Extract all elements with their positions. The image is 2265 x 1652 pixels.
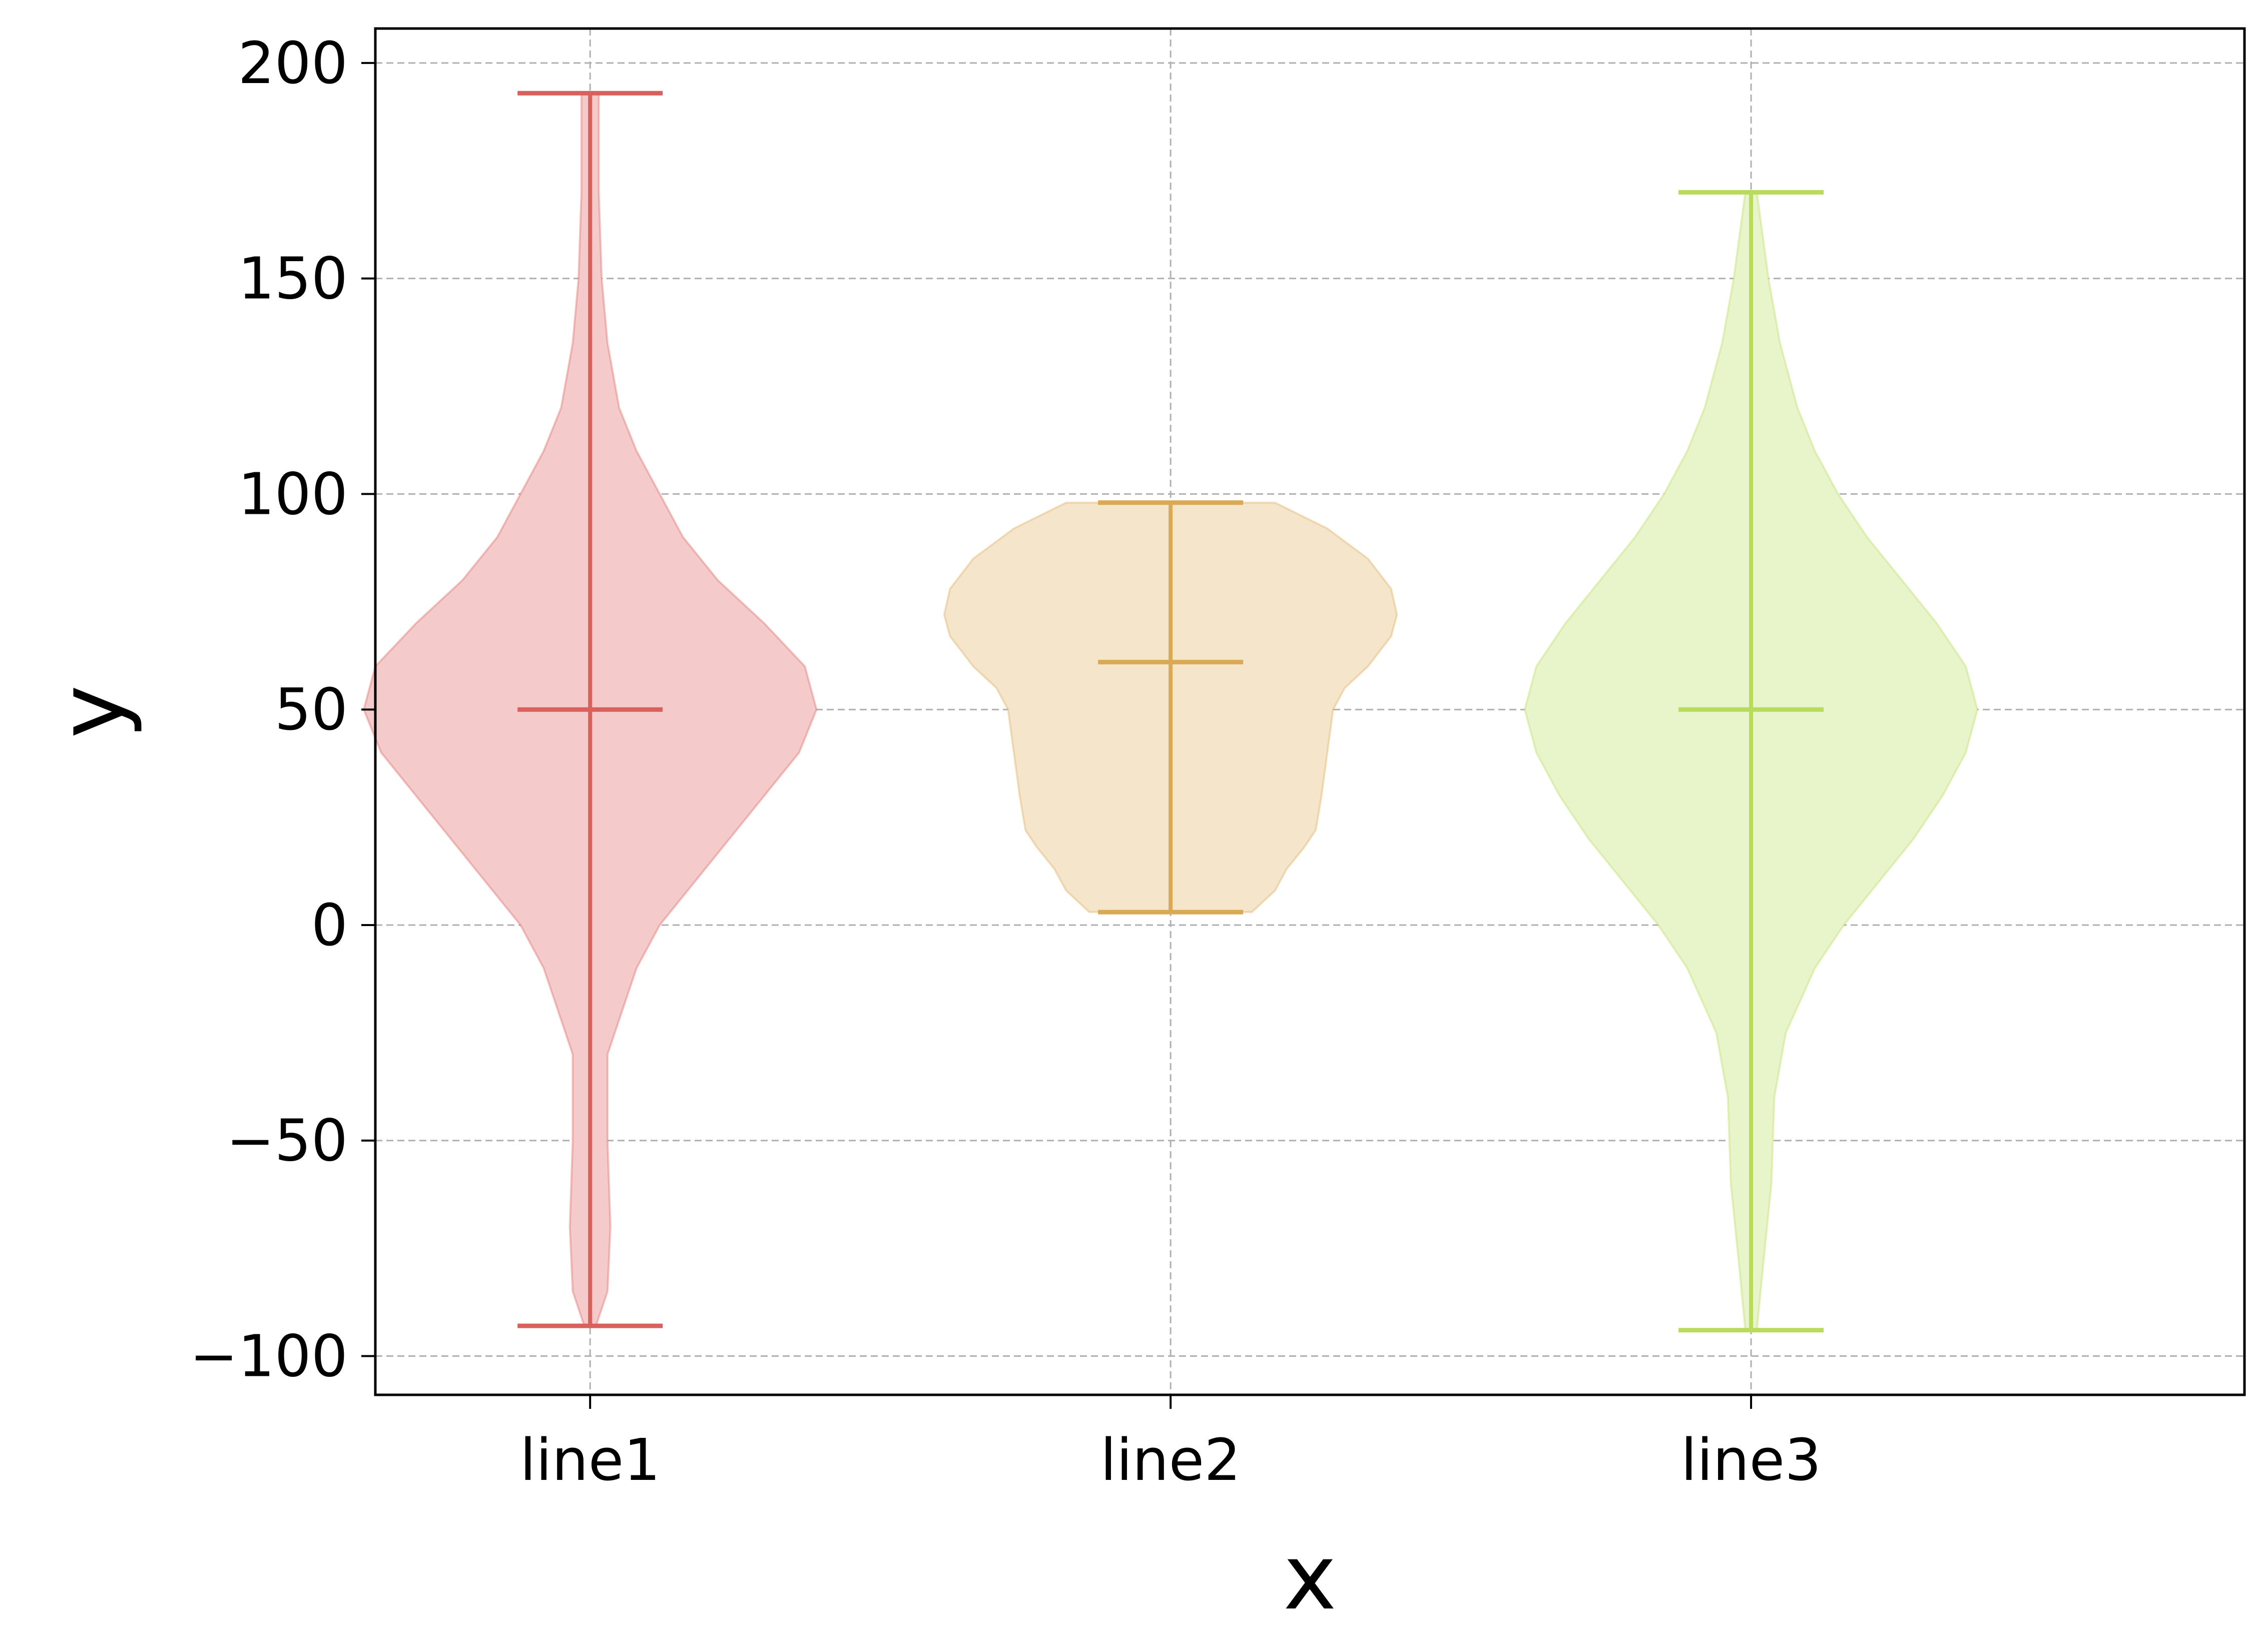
- axis-ticks: −100 −50 0 50 100 150 200 line1 line2 line3: [190, 30, 1821, 1494]
- plot-frame: [374, 27, 2246, 1396]
- y-tick-label: 200: [238, 30, 348, 97]
- y-tick-label: 100: [238, 461, 348, 528]
- y-tick-label: 50: [275, 676, 348, 743]
- y-tick-label: −50: [226, 1108, 348, 1175]
- violins: [362, 91, 1979, 1333]
- y-tick-label: −100: [190, 1323, 348, 1390]
- y-tick-label: 0: [311, 892, 348, 959]
- x-axis-label: x: [1283, 1525, 1337, 1630]
- x-tick-label: line1: [520, 1427, 661, 1494]
- y-tick-label: 150: [238, 246, 348, 313]
- x-tick-label: line2: [1100, 1427, 1241, 1494]
- x-tick-label: line3: [1681, 1427, 1822, 1494]
- y-axis-label: y: [40, 685, 144, 738]
